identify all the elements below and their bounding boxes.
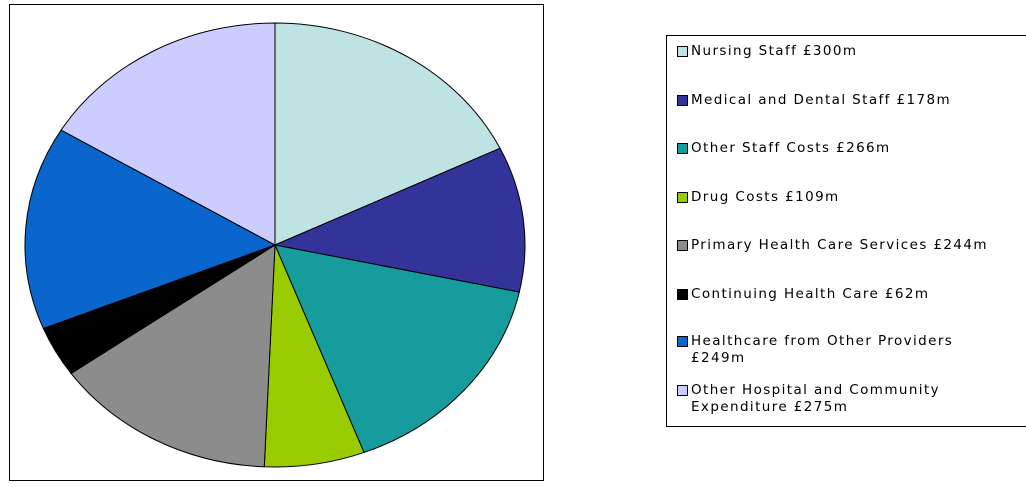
legend-label: Nursing Staff £300m	[691, 43, 858, 59]
pie-slice-other-hospital-and-community	[60, 22, 276, 246]
legend-label: Drug Costs £109m	[691, 189, 840, 205]
legend-swatch	[677, 289, 688, 300]
legend-swatch	[677, 143, 688, 154]
pie-slice-primary-health-care-services	[70, 244, 276, 468]
pie-chart	[24, 22, 526, 468]
pie-slice-other-staff-costs	[274, 244, 520, 454]
legend-swatch	[677, 46, 688, 57]
legend-label: Primary Health Care Services £244m	[691, 237, 988, 253]
legend-swatch	[677, 240, 688, 251]
legend-label: Healthcare from Other Providers £249m	[691, 333, 954, 366]
legend-item-other-hospital-and-community: Other Hospital and Community Expenditure…	[677, 382, 1026, 416]
legend: Nursing Staff £300m Medical and Dental St…	[666, 35, 1026, 427]
legend-swatch	[677, 192, 688, 203]
legend-swatch	[677, 95, 688, 106]
legend-swatch	[677, 336, 688, 347]
legend-label: Other Staff Costs £266m	[691, 140, 891, 156]
legend-item-other-staff-costs: Other Staff Costs £266m	[677, 140, 1026, 157]
legend-item-primary-health-care-services: Primary Health Care Services £244m	[677, 237, 1026, 254]
pie-slice-nursing-staff	[274, 22, 501, 246]
legend-item-medical-and-dental-staff: Medical and Dental Staff £178m	[677, 92, 1026, 109]
pie-chart-area	[9, 4, 544, 481]
pie-slice-medical-and-dental-staff	[273, 147, 526, 293]
legend-item-healthcare-from-other-providers: Healthcare from Other Providers £249m	[677, 333, 1026, 367]
legend-item-continuing-health-care: Continuing Health Care £62m	[677, 286, 1026, 303]
pie-slice-healthcare-from-other-providers	[24, 129, 277, 330]
legend-label: Continuing Health Care £62m	[691, 286, 930, 302]
legend-label: Other Hospital and Community Expenditure…	[691, 382, 941, 415]
legend-item-drug-costs: Drug Costs £109m	[677, 189, 1026, 206]
legend-item-nursing-staff: Nursing Staff £300m	[677, 43, 1026, 60]
legend-swatch	[677, 385, 688, 396]
legend-label: Medical and Dental Staff £178m	[691, 92, 952, 108]
